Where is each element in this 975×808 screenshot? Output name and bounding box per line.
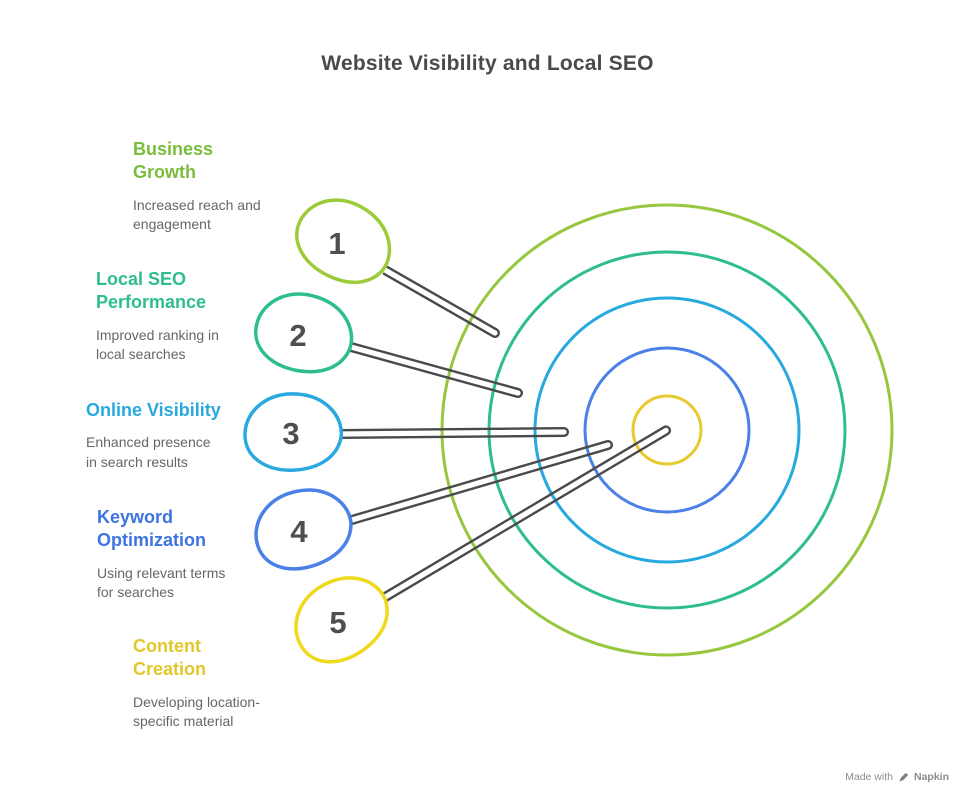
made-with-napkin-badge: Made with Napkin (845, 771, 949, 783)
target-ring-5-bullseye (631, 394, 703, 466)
description-content-creation: Developing location- specific material (133, 693, 260, 730)
label-group-business-growth: Business Growth Increased reach and enga… (133, 138, 261, 234)
description-online-visibility: Enhanced presence in search results (86, 434, 211, 470)
pin-4-shape (254, 488, 353, 571)
label-online-visibility: Online Visibility (86, 400, 221, 420)
description-business-growth: Increased reach and engagement (133, 196, 261, 233)
made-with-text: Made with (845, 771, 893, 783)
label-keyword-optimization: Keyword Optimization (97, 507, 206, 551)
description-keyword-optimization: Using relevant terms for searches (97, 564, 226, 601)
dart-3-to-ring-3 (341, 427, 569, 439)
napkin-pen-icon (899, 772, 909, 782)
napkin-brand-text: Napkin (913, 771, 949, 783)
pin-5-number: 5 (329, 605, 346, 640)
pin-2-shape (254, 292, 354, 374)
pin-5-shape (294, 576, 389, 664)
pin-1-number: 1 (328, 226, 345, 261)
label-content-creation: Content Creation (133, 636, 207, 680)
label-business-growth: Business Growth (133, 139, 214, 183)
pin-numbers: 1 2 3 4 5 (282, 226, 346, 640)
darts (341, 265, 672, 602)
pin-1-shape (295, 198, 392, 284)
pin-3-number: 3 (282, 416, 299, 451)
dart-1-to-outer-ring (382, 265, 500, 338)
target-ring-4 (583, 346, 751, 514)
pin-2-number: 2 (289, 318, 306, 353)
target-ring-3 (533, 296, 801, 564)
label-group-online-visibility: Online Visibility Enhanced presence in s… (86, 399, 221, 472)
label-local-seo-performance: Local SEO Performance (96, 269, 207, 313)
pins (243, 198, 392, 664)
target-ring-1-outer (440, 203, 894, 657)
label-group-local-seo-performance: Local SEO Performance Improved ranking i… (96, 268, 219, 364)
pin-3-shape (243, 392, 344, 472)
dart-5-to-bullseye (381, 425, 672, 602)
pin-4-number: 4 (290, 514, 308, 549)
dart-4-to-ring-4 (349, 440, 613, 526)
target-rings (440, 203, 894, 657)
target-ring-2 (487, 250, 847, 610)
label-group-content-creation: Content Creation Developing location- sp… (133, 635, 260, 731)
description-local-seo-performance: Improved ranking in local searches (96, 326, 219, 363)
page-title: Website Visibility and Local SEO (321, 52, 654, 75)
label-group-keyword-optimization: Keyword Optimization Using relevant term… (97, 506, 225, 602)
dart-2-to-ring-2 (349, 342, 523, 398)
